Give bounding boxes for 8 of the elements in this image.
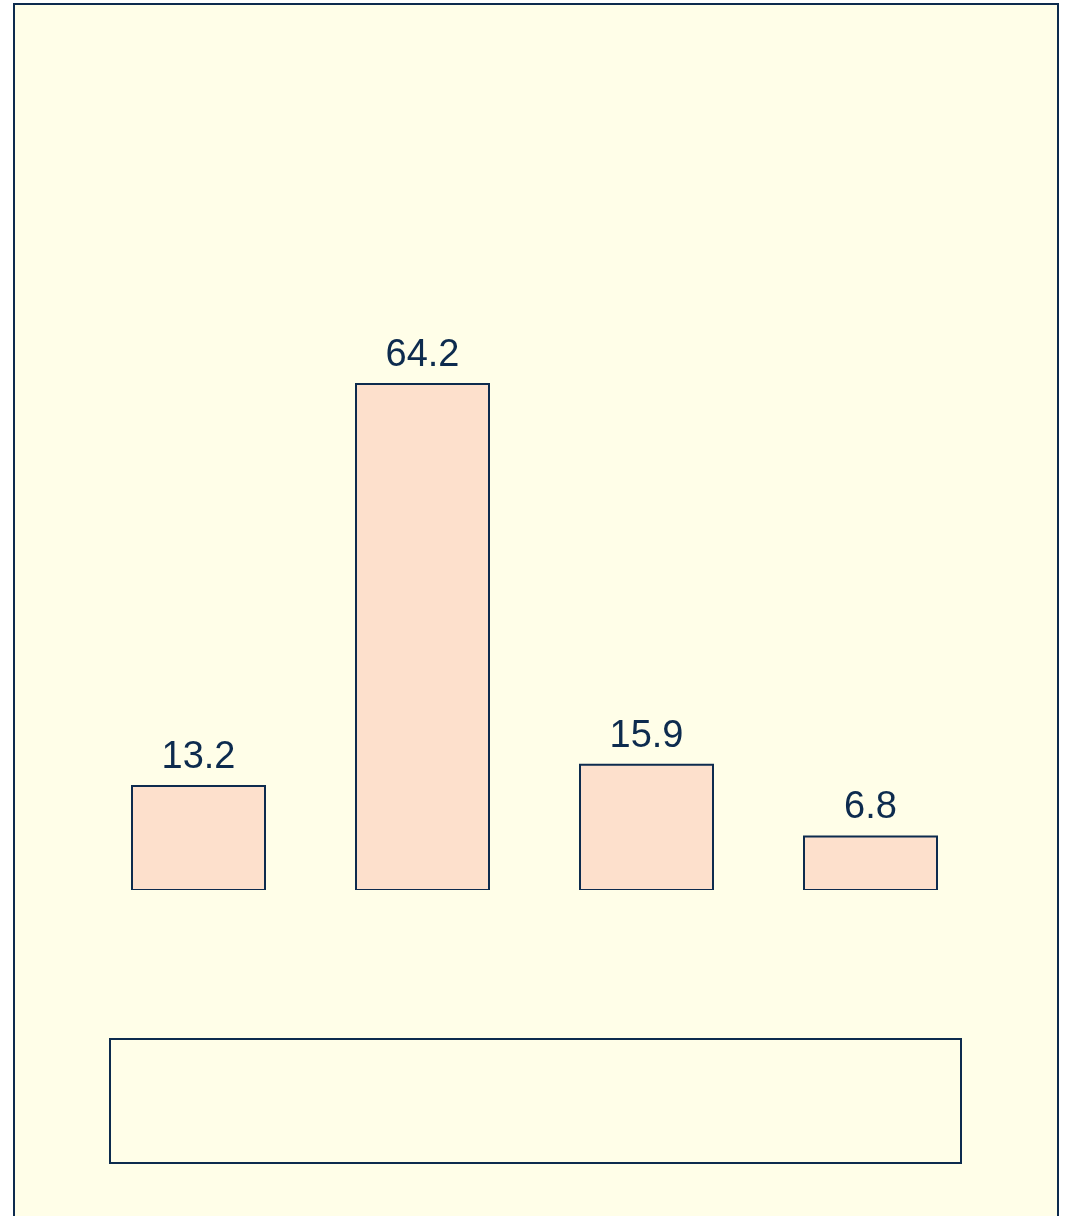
bar (131, 784, 266, 890)
bar (355, 383, 490, 890)
data-label: 13.2 (161, 733, 236, 776)
data-label: 15.9 (609, 712, 684, 755)
bar (579, 763, 714, 890)
bar (803, 835, 938, 890)
data-label: 6.8 (844, 784, 897, 827)
data-label: 64.2 (385, 332, 460, 374)
